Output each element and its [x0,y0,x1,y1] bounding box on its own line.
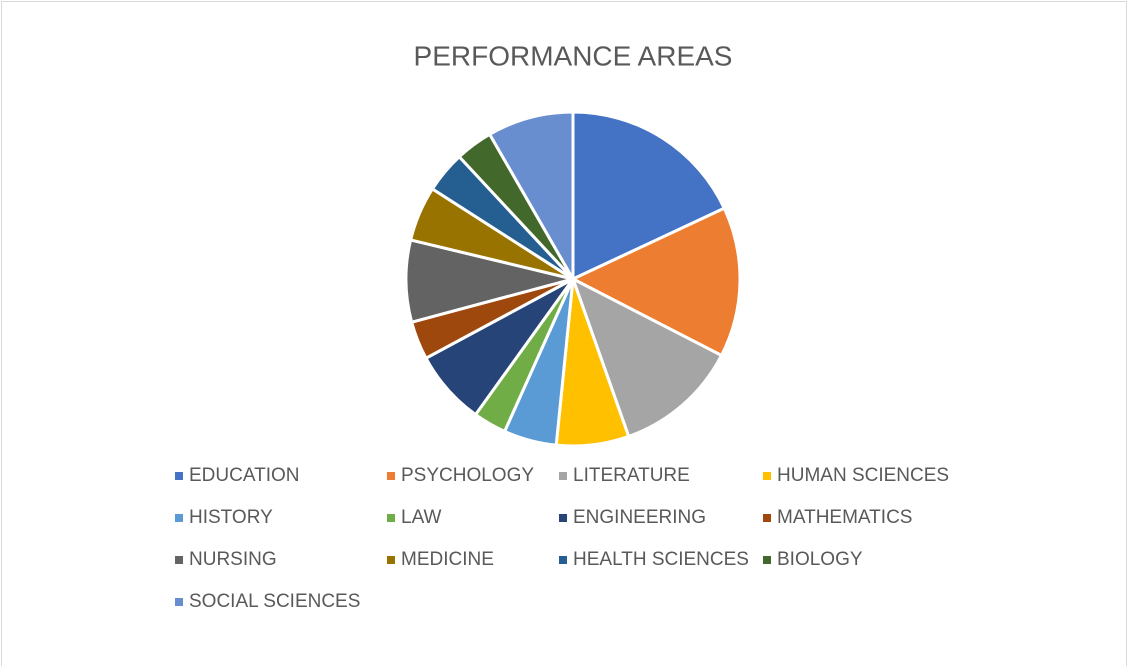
legend-label: LITERATURE [573,465,690,486]
legend-label: EDUCATION [189,465,299,486]
legend-swatch [175,598,183,606]
legend-swatch [763,472,771,480]
legend-swatch [559,472,567,480]
legend-label: MATHEMATICS [777,507,912,528]
legend-label: NURSING [189,549,277,570]
legend-swatch [559,556,567,564]
legend-swatch [387,514,395,522]
legend-swatch [175,472,183,480]
pie-slice [487,110,575,285]
legend-swatch [559,514,567,522]
legend-label: LAW [401,507,442,528]
legend-swatch [763,556,771,564]
legend-swatch [387,472,395,480]
legend-label: MEDICINE [401,549,494,570]
legend-label: BIOLOGY [777,549,863,570]
legend-label: HISTORY [189,507,273,528]
pie-slice [569,206,742,358]
legend-label: HEALTH SCIENCES [573,549,749,570]
legend-label: ENGINEERING [573,507,706,528]
legend-swatch [763,514,771,522]
legend-swatch [387,556,395,564]
legend-label: HUMAN SCIENCES [777,465,949,486]
pie-slice [570,275,724,439]
legend-label: SOCIAL SCIENCES [189,591,360,612]
chart-title: PERFORMANCE AREAS [414,40,733,71]
legend-swatch [175,514,183,522]
legend-label: PSYCHOLOGY [401,465,534,486]
pie-slice [571,110,727,282]
legend-swatch [175,556,183,564]
